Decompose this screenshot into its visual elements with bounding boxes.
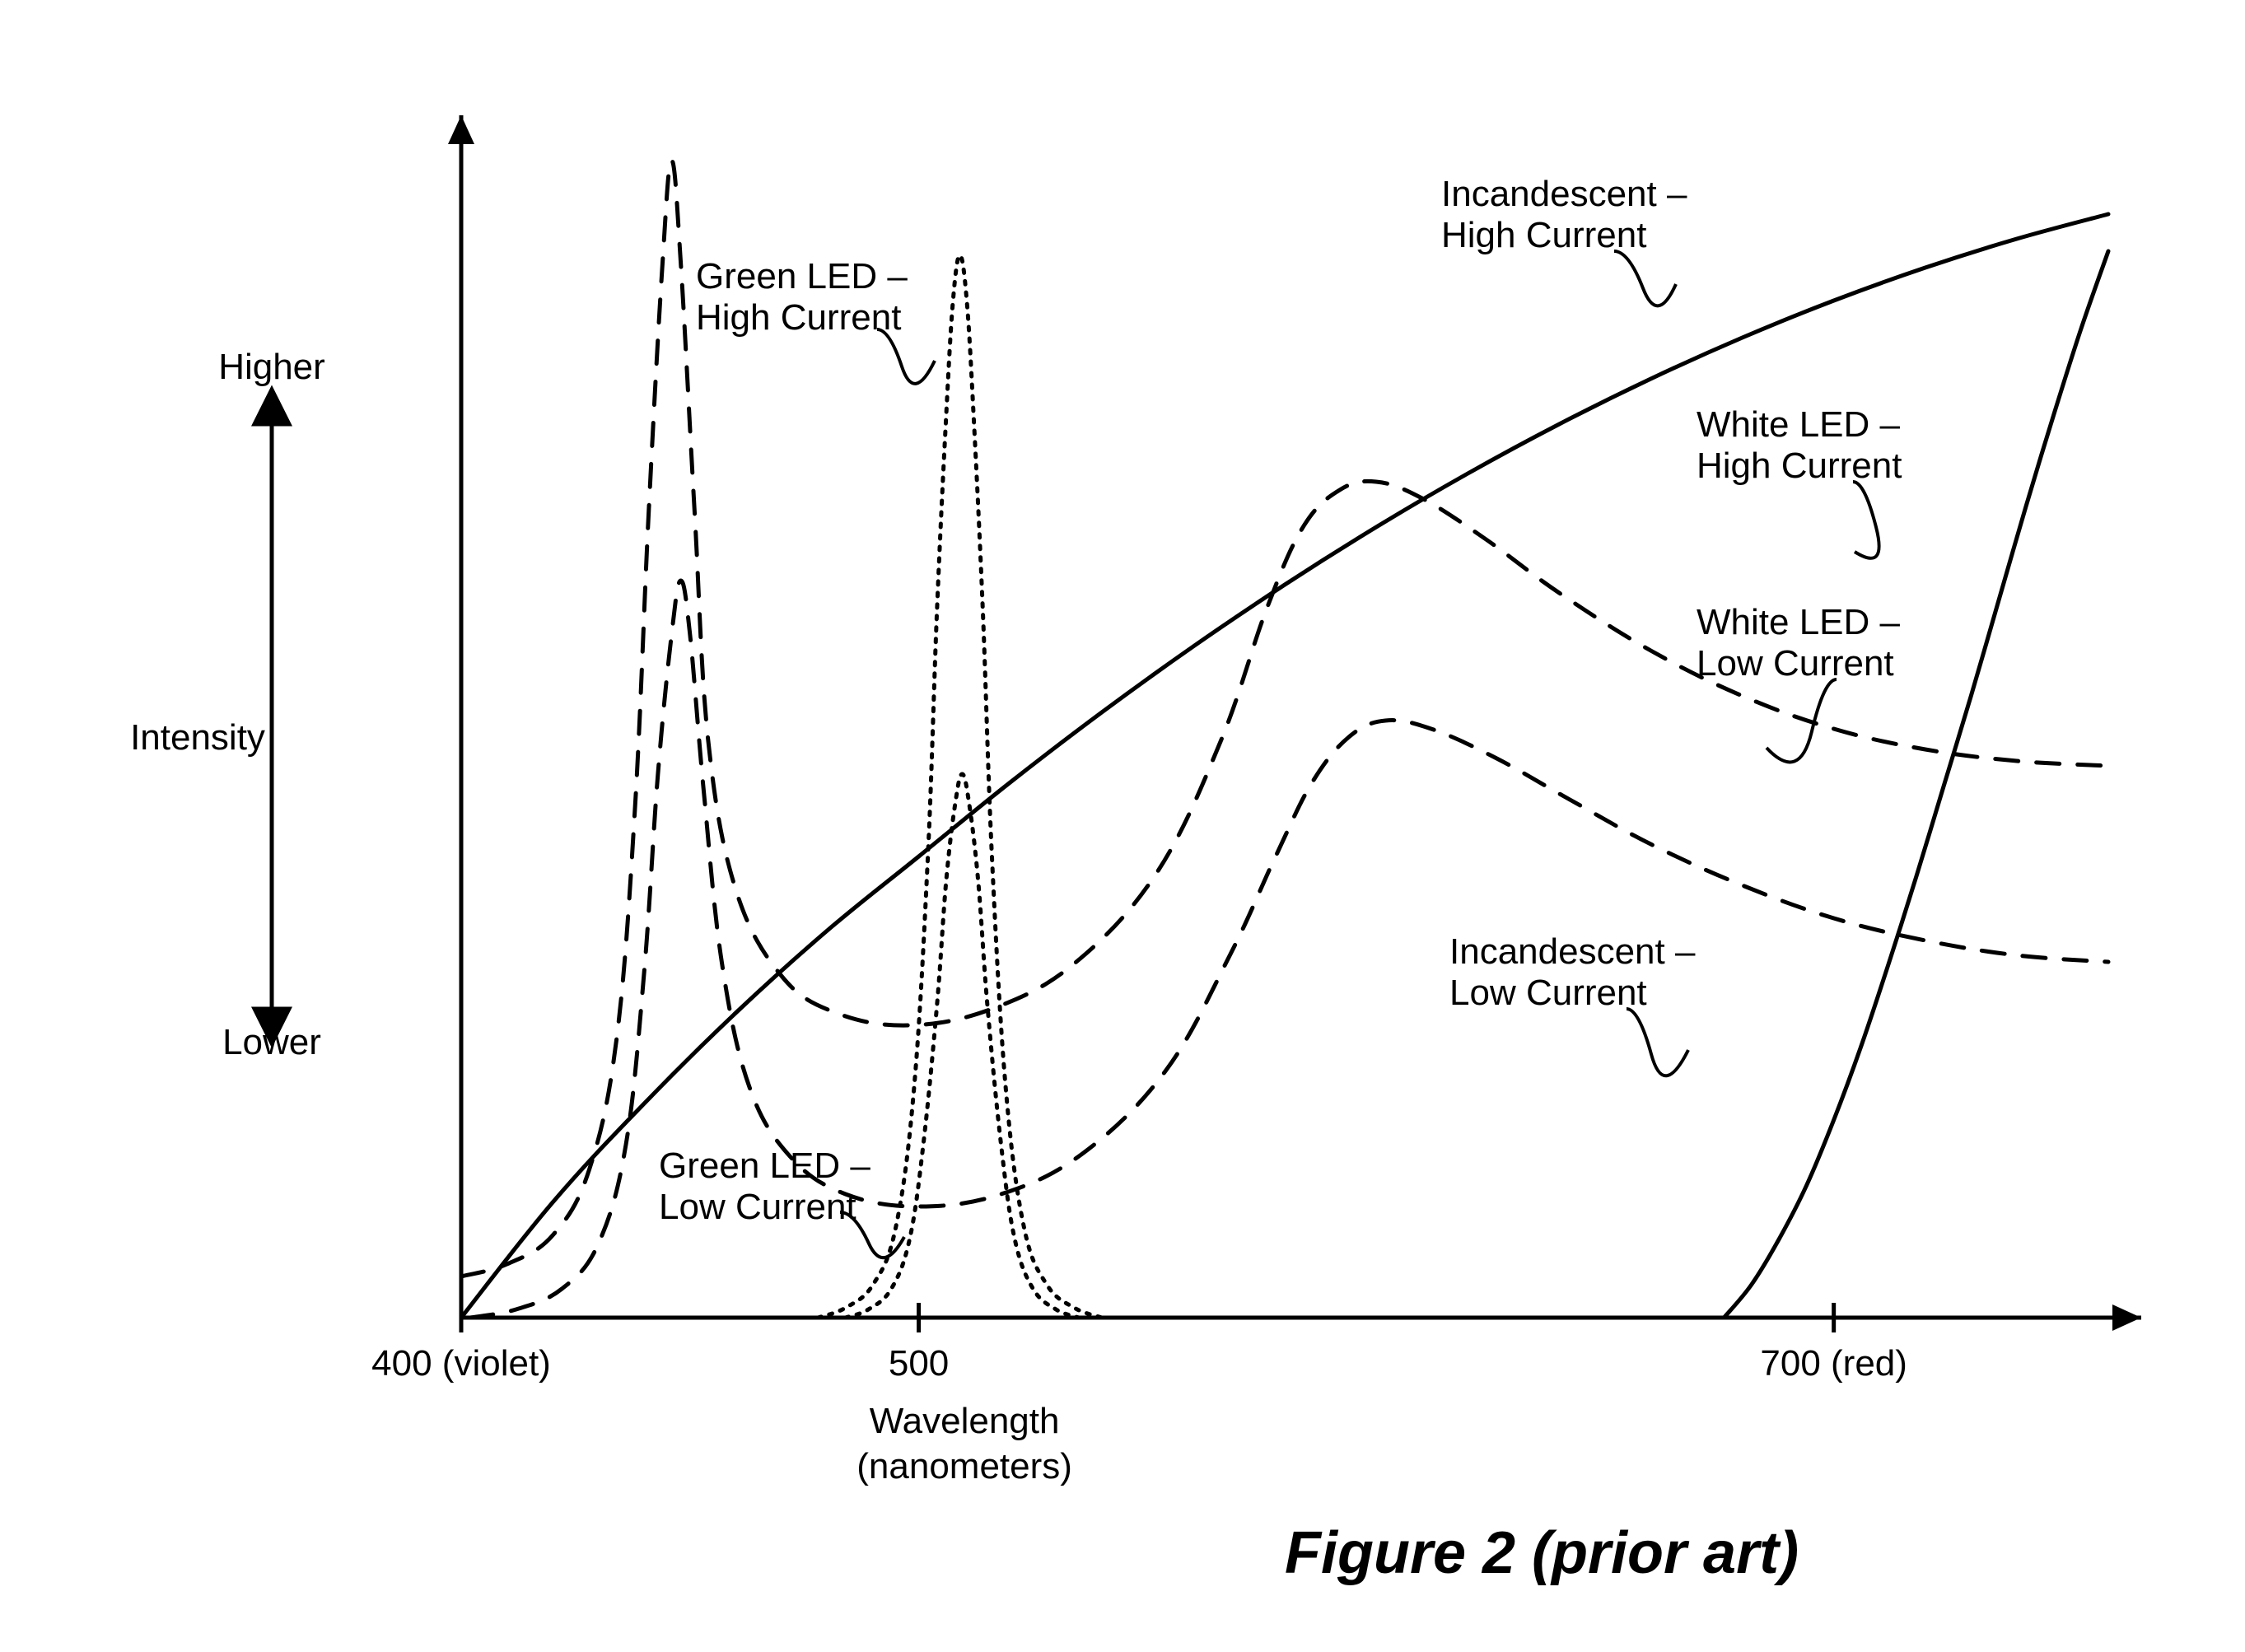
x-tick-label: 400 (violet): [371, 1343, 551, 1384]
callout-label: Incandescent –: [1441, 174, 1687, 214]
callout-label: High Current: [696, 297, 901, 338]
x-ticks: 400 (violet) 500 700 (red): [371, 1303, 1907, 1384]
y-label-lower: Lower: [222, 1022, 321, 1062]
callout-incandescent_low: Incandescent –Low Current: [1449, 931, 1696, 1076]
callouts: Incandescent –High CurrentWhite LED –Hig…: [659, 174, 1902, 1258]
x-axis-title-line1: Wavelength: [870, 1401, 1060, 1441]
callout-green_led_high: Green LED –High Current: [696, 256, 935, 384]
callout-label: Incandescent –: [1449, 931, 1696, 972]
callout-white_led_high: White LED –High Current: [1697, 404, 1902, 558]
figure-caption: Figure 2 (prior art): [1285, 1520, 1799, 1586]
callout-label: High Current: [1441, 215, 1646, 255]
y-label-higher: Higher: [218, 347, 325, 387]
callout-label: High Current: [1697, 446, 1902, 486]
callout-leader: [1853, 482, 1879, 558]
curve-green_led_low: [846, 774, 1079, 1318]
y-axis-title: Intensity: [130, 717, 265, 758]
spectrum-chart: 400 (violet) 500 700 (red) Wavelength (nan…: [0, 0, 2245, 1652]
x-tick-label: 700 (red): [1760, 1343, 1907, 1384]
callout-leader: [1614, 251, 1676, 306]
y-axis-labels: Higher Lower Intensity: [130, 347, 325, 1062]
x-axis-title-line2: (nanometers): [856, 1446, 1072, 1486]
callout-label: Low Current: [1449, 973, 1647, 1013]
callout-white_led_low: White LED –Low Current: [1697, 602, 1901, 762]
callout-label: White LED –: [1697, 602, 1901, 642]
callout-incandescent_high: Incandescent –High Current: [1441, 174, 1687, 306]
x-tick-label: 500: [889, 1343, 949, 1384]
callout-label: Green LED –: [696, 256, 908, 296]
callout-leader: [1627, 1009, 1688, 1076]
callout-green_led_low: Green LED –Low Current: [659, 1146, 904, 1258]
callout-label: White LED –: [1697, 404, 1901, 445]
callout-label: Low Current: [659, 1187, 856, 1227]
callout-label: Green LED –: [659, 1146, 870, 1186]
callout-label: Low Current: [1697, 643, 1894, 684]
